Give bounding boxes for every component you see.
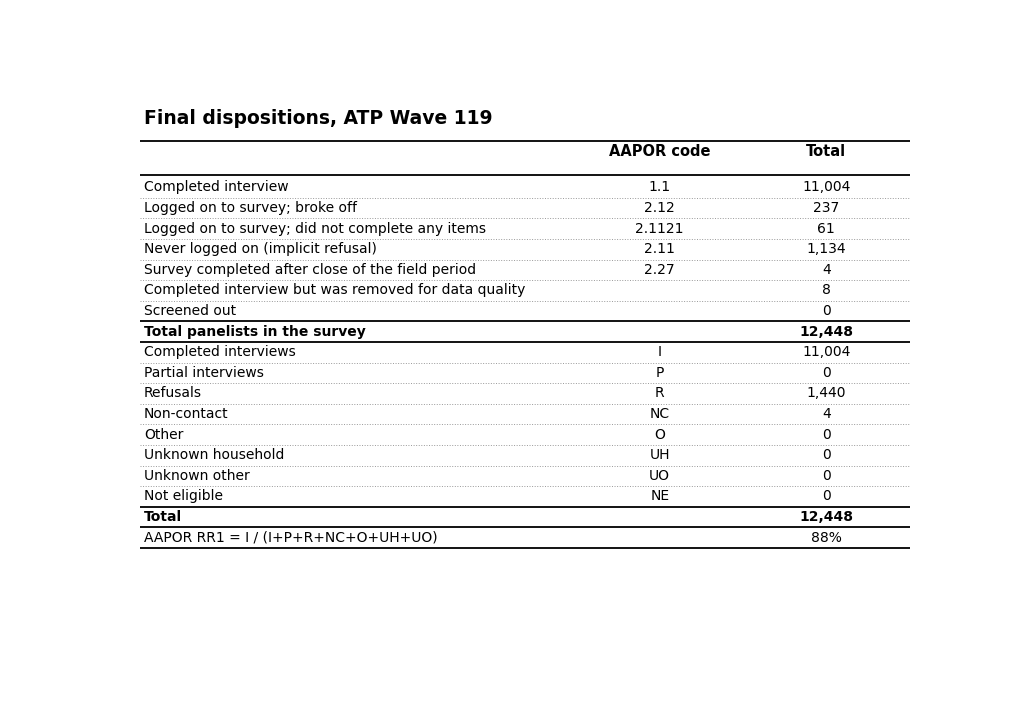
Text: 12,448: 12,448 [800,510,853,524]
Text: 2.11: 2.11 [644,242,675,256]
Text: P: P [655,366,664,380]
Text: R: R [655,386,665,401]
Text: Partial interviews: Partial interviews [143,366,264,380]
Text: UH: UH [649,448,670,463]
Text: Never logged on (implicit refusal): Never logged on (implicit refusal) [143,242,377,256]
Text: O: O [654,427,666,441]
Text: Completed interview but was removed for data quality: Completed interview but was removed for … [143,284,525,298]
Text: Survey completed after close of the field period: Survey completed after close of the fiel… [143,263,476,277]
Text: Logged on to survey; broke off: Logged on to survey; broke off [143,201,357,215]
Text: 0: 0 [822,469,830,483]
Text: NC: NC [649,407,670,421]
Text: AAPOR RR1 = I / (I+P+R+NC+O+UH+UO): AAPOR RR1 = I / (I+P+R+NC+O+UH+UO) [143,531,437,545]
Text: 0: 0 [822,366,830,380]
Text: 2.12: 2.12 [644,201,675,215]
Text: 2.1121: 2.1121 [636,222,684,236]
Text: 8: 8 [822,284,830,298]
Text: 12,448: 12,448 [800,325,853,339]
Text: Unknown other: Unknown other [143,469,250,483]
Text: I: I [657,345,662,359]
Text: Logged on to survey; did not complete any items: Logged on to survey; did not complete an… [143,222,485,236]
Text: Completed interviews: Completed interviews [143,345,296,359]
Text: 0: 0 [822,304,830,318]
Text: 0: 0 [822,489,830,503]
Text: 11,004: 11,004 [802,345,851,359]
Text: Total panelists in the survey: Total panelists in the survey [143,325,366,339]
Text: 1,134: 1,134 [807,242,846,256]
Text: 237: 237 [813,201,840,215]
Text: Total: Total [806,144,847,159]
Text: 1,440: 1,440 [807,386,846,401]
Text: Completed interview: Completed interview [143,180,289,194]
Text: 4: 4 [822,263,830,277]
Text: Refusals: Refusals [143,386,202,401]
Text: Unknown household: Unknown household [143,448,285,463]
Text: Screened out: Screened out [143,304,236,318]
Text: Other: Other [143,427,183,441]
Text: 0: 0 [822,427,830,441]
Text: Total: Total [143,510,182,524]
Text: Not eligible: Not eligible [143,489,223,503]
Text: 0: 0 [822,448,830,463]
Text: Non-contact: Non-contact [143,407,228,421]
Text: AAPOR code: AAPOR code [609,144,711,159]
Text: 1.1: 1.1 [648,180,671,194]
Text: 2.27: 2.27 [644,263,675,277]
Text: UO: UO [649,469,671,483]
Text: 4: 4 [822,407,830,421]
Text: 11,004: 11,004 [802,180,851,194]
Text: 61: 61 [817,222,836,236]
Text: 88%: 88% [811,531,842,545]
Text: Final dispositions, ATP Wave 119: Final dispositions, ATP Wave 119 [143,109,493,128]
Text: NE: NE [650,489,670,503]
